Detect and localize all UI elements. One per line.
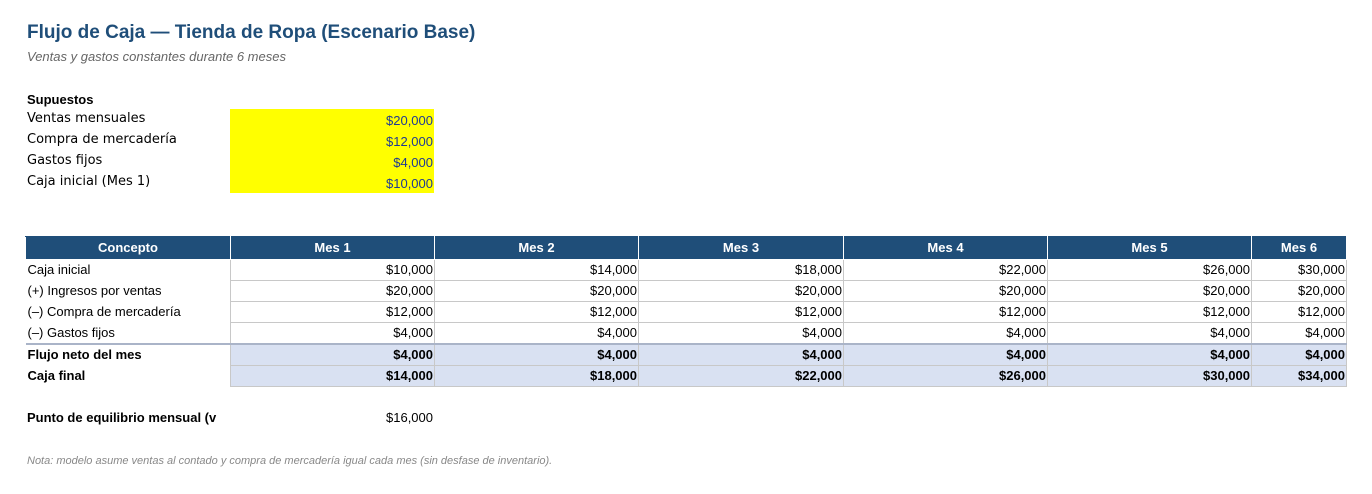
assumptions-heading: Supuestos xyxy=(27,92,94,107)
table-cell[interactable]: $20,000 xyxy=(638,280,844,302)
cash-flow-table: Concepto Mes 1 Mes 2 Mes 3 Mes 4 Mes 5 M… xyxy=(25,236,1347,387)
assumption-input-cell[interactable]: $4,000 xyxy=(230,151,434,172)
assumption-row: Gastos fijos $4,000 xyxy=(27,151,435,172)
table-cell[interactable]: $20,000 xyxy=(230,280,435,302)
table-cell[interactable]: $4,000 xyxy=(230,322,435,345)
assumption-input-cell[interactable]: $10,000 xyxy=(230,172,434,193)
assumption-label: Compra de mercadería xyxy=(27,132,177,147)
table-cell[interactable]: $4,000 xyxy=(1251,322,1347,345)
table-cell[interactable]: $4,000 xyxy=(638,322,844,345)
assumption-input-cell[interactable]: $12,000 xyxy=(230,130,434,151)
table-cell[interactable]: $26,000 xyxy=(843,365,1048,387)
table-cell[interactable]: $12,000 xyxy=(638,301,844,323)
assumption-label: Ventas mensuales xyxy=(27,111,146,126)
header-cell-mes-1[interactable]: Mes 1 xyxy=(230,236,435,260)
table-cell[interactable]: $4,000 xyxy=(638,343,844,366)
assumption-row: Caja inicial (Mes 1) $10,000 xyxy=(27,172,435,193)
table-cell[interactable]: $4,000 xyxy=(843,343,1048,366)
table-row: (–) Gastos fijos $4,000 $4,000 $4,000 $4… xyxy=(25,322,1347,345)
row-label[interactable]: (–) Compra de mercadería xyxy=(25,301,231,323)
assumption-label: Caja inicial (Mes 1) xyxy=(27,174,151,189)
table-cell[interactable]: $22,000 xyxy=(638,365,844,387)
table-cell[interactable]: $4,000 xyxy=(1047,343,1252,366)
table-cell[interactable]: $20,000 xyxy=(1047,280,1252,302)
table-row-total: Caja final $14,000 $18,000 $22,000 $26,0… xyxy=(25,365,1347,387)
row-label[interactable]: (–) Gastos fijos xyxy=(25,322,231,344)
header-cell-mes-4[interactable]: Mes 4 xyxy=(843,236,1048,260)
row-label[interactable]: Caja final xyxy=(25,365,231,387)
table-cell[interactable]: $30,000 xyxy=(1251,259,1347,281)
table-cell[interactable]: $14,000 xyxy=(434,259,639,281)
row-label[interactable]: Flujo neto del mes xyxy=(25,343,231,366)
table-cell[interactable]: $10,000 xyxy=(230,259,435,281)
row-label[interactable]: Caja inicial xyxy=(25,259,231,281)
assumption-input-cell[interactable]: $20,000 xyxy=(230,109,434,130)
table-cell[interactable]: $4,000 xyxy=(434,322,639,345)
table-cell[interactable]: $20,000 xyxy=(843,280,1048,302)
table-cell[interactable]: $12,000 xyxy=(230,301,435,323)
sheet-title: Flujo de Caja — Tienda de Ropa (Escenari… xyxy=(27,22,476,43)
header-cell-mes-5[interactable]: Mes 5 xyxy=(1047,236,1252,260)
assumption-row: Ventas mensuales $20,000 xyxy=(27,109,435,130)
table-cell[interactable]: $4,000 xyxy=(1251,343,1347,366)
table-cell[interactable]: $30,000 xyxy=(1047,365,1252,387)
table-row: (+) Ingresos por ventas $20,000 $20,000 … xyxy=(25,280,1347,302)
table-cell[interactable]: $4,000 xyxy=(1047,322,1252,345)
table-cell[interactable]: $12,000 xyxy=(1251,301,1347,323)
table-cell[interactable]: $18,000 xyxy=(434,365,639,387)
table-cell[interactable]: $12,000 xyxy=(843,301,1048,323)
table-cell[interactable]: $34,000 xyxy=(1251,365,1347,387)
header-cell-mes-6[interactable]: Mes 6 xyxy=(1251,236,1347,260)
table-row: (–) Compra de mercadería $12,000 $12,000… xyxy=(25,301,1347,323)
table-cell[interactable]: $22,000 xyxy=(843,259,1048,281)
breakeven-value[interactable]: $16,000 xyxy=(386,410,433,425)
header-cell-concepto[interactable]: Concepto xyxy=(25,236,231,260)
sheet-subtitle: Ventas y gastos constantes durante 6 mes… xyxy=(27,49,286,64)
table-row: Caja inicial $10,000 $14,000 $18,000 $22… xyxy=(25,259,1347,281)
table-cell[interactable]: $4,000 xyxy=(230,343,435,366)
table-cell[interactable]: $18,000 xyxy=(638,259,844,281)
table-row-total: Flujo neto del mes $4,000 $4,000 $4,000 … xyxy=(25,343,1347,366)
table-cell[interactable]: $26,000 xyxy=(1047,259,1252,281)
table-cell[interactable]: $20,000 xyxy=(434,280,639,302)
table-cell[interactable]: $12,000 xyxy=(434,301,639,323)
header-cell-mes-2[interactable]: Mes 2 xyxy=(434,236,639,260)
footnote: Nota: modelo asume ventas al contado y c… xyxy=(27,455,553,467)
table-cell[interactable]: $4,000 xyxy=(434,343,639,366)
header-cell-mes-3[interactable]: Mes 3 xyxy=(638,236,844,260)
row-label[interactable]: (+) Ingresos por ventas xyxy=(25,280,231,302)
table-cell[interactable]: $14,000 xyxy=(230,365,435,387)
breakeven-label[interactable]: Punto de equilibrio mensual (v xyxy=(27,410,217,425)
table-header-row: Concepto Mes 1 Mes 2 Mes 3 Mes 4 Mes 5 M… xyxy=(25,236,1347,260)
assumption-label: Gastos fijos xyxy=(27,153,103,168)
assumption-row: Compra de mercadería $12,000 xyxy=(27,130,435,151)
table-cell[interactable]: $4,000 xyxy=(843,322,1048,345)
table-cell[interactable]: $12,000 xyxy=(1047,301,1252,323)
table-cell[interactable]: $20,000 xyxy=(1251,280,1347,302)
